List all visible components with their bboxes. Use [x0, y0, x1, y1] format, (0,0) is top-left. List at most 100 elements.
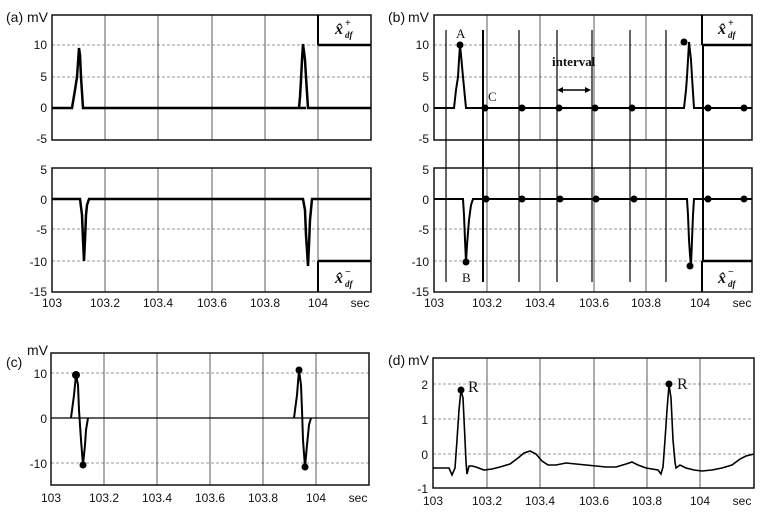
svg-text:103: 103	[42, 296, 62, 310]
svg-text:10: 10	[34, 38, 48, 52]
panel-d: R R (d) mV 2 1 0 -1 103 103.2 103.4 103.…	[388, 352, 755, 508]
panel-label-a: (a)	[6, 9, 23, 25]
svg-text:0: 0	[422, 193, 429, 207]
svg-text:104: 104	[690, 296, 710, 310]
svg-text:103.6: 103.6	[579, 296, 609, 310]
annotation-A: A	[456, 26, 466, 41]
svg-text:−: −	[345, 267, 351, 278]
svg-text:0: 0	[422, 101, 429, 115]
svg-text:5: 5	[40, 163, 47, 177]
svg-text:+: +	[728, 18, 734, 29]
svg-text:x̂: x̂	[717, 21, 726, 38]
svg-text:104: 104	[690, 494, 710, 508]
annotation-R-2: R	[677, 376, 688, 393]
svg-text:103.6: 103.6	[195, 491, 225, 505]
annotation-B: B	[462, 270, 471, 285]
svg-text:sec: sec	[351, 296, 370, 310]
svg-text:-15: -15	[412, 285, 430, 299]
unit-mV-d: mV	[408, 352, 430, 368]
svg-text:103.8: 103.8	[632, 494, 662, 508]
legend-x-df-minus: x̂ − df	[334, 267, 354, 289]
svg-text:x̂: x̂	[334, 270, 343, 287]
svg-text:1: 1	[421, 413, 428, 427]
svg-text:-15: -15	[30, 285, 48, 299]
svg-text:103.8: 103.8	[248, 491, 278, 505]
svg-text:-5: -5	[36, 223, 47, 237]
zero-points-b-top	[456, 38, 748, 112]
svg-text:103.8: 103.8	[250, 296, 280, 310]
svg-text:-1: -1	[417, 482, 428, 496]
svg-text:103: 103	[423, 494, 443, 508]
yticks-b-top: 10 5 0 -5	[416, 38, 430, 146]
svg-text:-5: -5	[418, 132, 429, 146]
svg-text:0: 0	[40, 193, 47, 207]
svg-text:104: 104	[306, 491, 326, 505]
svg-text:sec: sec	[349, 491, 368, 505]
xticks-d: 103 103.2 103.4 103.6 103.8 104 sec	[423, 494, 751, 508]
legend-x-df-plus-b: x̂ + df	[717, 18, 737, 40]
svg-text:0: 0	[421, 448, 428, 462]
svg-text:x̂: x̂	[717, 270, 726, 287]
svg-text:−: −	[728, 267, 734, 278]
r-peak-points	[457, 380, 673, 394]
panel-label-d: (d)	[388, 352, 405, 368]
svg-text:2: 2	[421, 378, 428, 392]
yticks-d: 2 1 0 -1	[417, 378, 428, 496]
panel-c: (c) mV 10 0 -10 103 103.2 103.4 103.6 10…	[6, 342, 370, 505]
svg-text:103.2: 103.2	[472, 296, 502, 310]
qrs-points-c	[72, 366, 309, 471]
svg-text:sec: sec	[733, 296, 752, 310]
svg-text:df: df	[728, 279, 737, 289]
interval-marker-lines	[445, 30, 704, 282]
yticks-c: 10 0 -10	[30, 367, 48, 471]
unit-mV-b: mV	[408, 9, 430, 25]
xticks-c: 103 103.2 103.4 103.6 103.8 104 sec	[41, 491, 367, 505]
panel-a-bottom: x̂ − df 5 0 -5 -10 -15 103 103.2 103.4 1…	[30, 163, 372, 310]
svg-text:103: 103	[424, 296, 444, 310]
svg-text:-5: -5	[36, 132, 47, 146]
panel-a-top: x̂ + df (a) mV 10 5 0 -5	[6, 9, 372, 146]
svg-text:5: 5	[422, 163, 429, 177]
svg-text:103.2: 103.2	[89, 491, 119, 505]
annotation-interval: interval	[552, 54, 596, 69]
svg-text:sec: sec	[733, 494, 752, 508]
svg-text:103.4: 103.4	[525, 296, 555, 310]
svg-text:10: 10	[34, 367, 48, 381]
interval-arrow	[557, 87, 591, 93]
yticks-b-bottom: 5 0 -5 -10 -15	[412, 163, 430, 299]
annotation-C: C	[488, 89, 497, 104]
panel-b-bottom: x̂ − df B 5 0 -5 -10 -15 103 103.2 103.4…	[412, 163, 753, 310]
svg-text:df: df	[728, 30, 737, 40]
svg-text:103.2: 103.2	[90, 296, 120, 310]
svg-text:103.6: 103.6	[579, 494, 609, 508]
panel-label-c: (c)	[6, 354, 22, 370]
svg-text:104: 104	[308, 296, 328, 310]
svg-text:df: df	[345, 279, 354, 289]
unit-mV-c: mV	[27, 342, 49, 358]
zero-points-b-bottom	[462, 195, 748, 270]
svg-text:10: 10	[416, 38, 430, 52]
legend-x-df-plus: x̂ + df	[334, 18, 354, 40]
panel-b-top: x̂ + df A C interval (b) mV 10 5 0 -5	[388, 9, 753, 146]
svg-text:-10: -10	[30, 457, 48, 471]
svg-text:0: 0	[40, 412, 47, 426]
annotation-R-1: R	[468, 379, 479, 396]
unit-mV: mV	[27, 9, 49, 25]
svg-text:df: df	[345, 30, 354, 40]
svg-text:5: 5	[422, 70, 429, 84]
xticks-a: 103 103.2 103.4 103.6 103.8 104 sec	[42, 296, 369, 310]
yticks-a-top: 10 5 0 -5	[34, 38, 48, 146]
svg-text:103.6: 103.6	[197, 296, 227, 310]
svg-text:+: +	[345, 18, 351, 29]
svg-text:-5: -5	[418, 223, 429, 237]
yticks-a-bottom: 5 0 -5 -10 -15	[30, 163, 48, 299]
svg-text:103.4: 103.4	[525, 494, 555, 508]
svg-text:103: 103	[41, 491, 61, 505]
svg-text:5: 5	[40, 70, 47, 84]
svg-text:103.2: 103.2	[472, 494, 502, 508]
panel-label-b: (b)	[388, 9, 405, 25]
svg-text:-10: -10	[412, 255, 430, 269]
svg-text:103.8: 103.8	[631, 296, 661, 310]
legend-x-df-minus-b: x̂ − df	[717, 267, 737, 289]
